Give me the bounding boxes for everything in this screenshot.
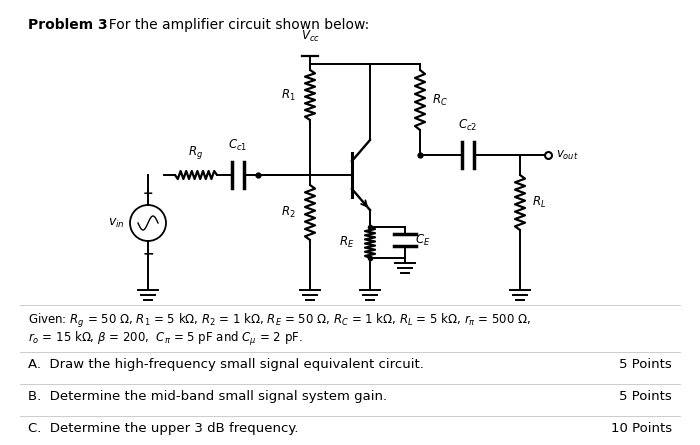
- Text: B.  Determine the mid-band small signal system gain.: B. Determine the mid-band small signal s…: [28, 390, 387, 403]
- Text: $R_1$: $R_1$: [281, 88, 296, 102]
- Text: $R_L$: $R_L$: [532, 195, 546, 210]
- Text: $R_C$: $R_C$: [432, 93, 448, 108]
- Text: A.  Draw the high-frequency small signal equivalent circuit.: A. Draw the high-frequency small signal …: [28, 358, 424, 371]
- Text: −: −: [142, 246, 154, 260]
- Text: $C_{c2}$: $C_{c2}$: [458, 118, 477, 133]
- Text: C.  Determine the upper 3 dB frequency.: C. Determine the upper 3 dB frequency.: [28, 422, 298, 435]
- Text: 5 Points: 5 Points: [620, 358, 672, 371]
- Text: 5 Points: 5 Points: [620, 390, 672, 403]
- Text: For the amplifier circuit shown below:: For the amplifier circuit shown below:: [100, 18, 370, 32]
- Text: Problem 3: Problem 3: [28, 18, 108, 32]
- Text: $v_{out}$: $v_{out}$: [556, 149, 579, 162]
- Text: $R_g$: $R_g$: [188, 144, 204, 161]
- Text: $C_{c1}$: $C_{c1}$: [228, 138, 248, 153]
- Text: $V_{cc}$: $V_{cc}$: [300, 29, 319, 44]
- Text: $r_o$ = 15 k$\Omega$, $\beta$ = 200,  $C_\pi$ = 5 pF and $C_\mu$ = 2 pF.: $r_o$ = 15 k$\Omega$, $\beta$ = 200, $C_…: [28, 330, 303, 348]
- Text: $R_2$: $R_2$: [281, 205, 296, 220]
- Text: $C_E$: $C_E$: [415, 232, 430, 247]
- Text: 10 Points: 10 Points: [611, 422, 672, 435]
- Text: +: +: [143, 187, 153, 200]
- Text: $v_{in}$: $v_{in}$: [108, 216, 125, 230]
- Text: Given: $R_g$ = 50 $\Omega$, $R_1$ = 5 k$\Omega$, $R_2$ = 1 k$\Omega$, $R_E$ = 50: Given: $R_g$ = 50 $\Omega$, $R_1$ = 5 k$…: [28, 312, 531, 330]
- Text: $R_E$: $R_E$: [339, 235, 354, 250]
